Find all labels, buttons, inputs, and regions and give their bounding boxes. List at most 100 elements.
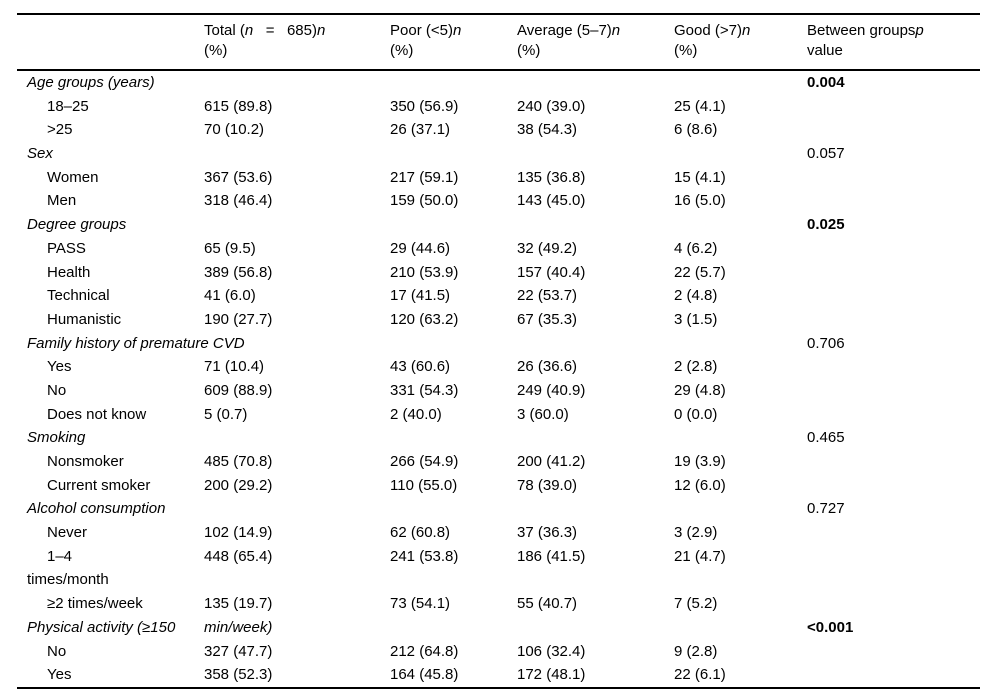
row-label: Age groups (years) <box>27 74 155 91</box>
cell-total <box>204 568 390 592</box>
row-label: Sex <box>27 145 53 163</box>
cell-poor: 350 (56.9) <box>390 97 459 115</box>
cell-total: min/week) <box>204 618 273 636</box>
header-average-line1: Average (5–7)n <box>517 22 621 39</box>
cell-average: 55 (40.7) <box>517 595 578 613</box>
table-row: 18–25 615 (89.8) 350 (56.9) 240 (39.0) 25 (4… <box>17 95 980 119</box>
cell-good: 16 (5.0) <box>674 192 726 210</box>
header-poor: Poor (<5)n (%) <box>390 14 517 71</box>
row-label: Does not know <box>47 405 147 423</box>
table-row: Nonsmoker 485 (70.8) 266 (54.9) 200 (41.2) 1… <box>17 450 980 474</box>
cell-average: 240 (39.0) <box>517 97 586 115</box>
cell-good: 3 (1.5) <box>674 310 718 328</box>
cell-average <box>517 213 674 237</box>
cell-total: 41 (6.0) <box>204 287 256 305</box>
cell-poor: 2 (40.0) <box>390 405 442 423</box>
cell-average: 67 (35.3) <box>517 310 578 328</box>
table-row: Smoking 0.465 <box>17 426 980 450</box>
table-row: ≥2 times/week 135 (19.7) 73 (54.1) 55 (40.7… <box>17 592 980 616</box>
cell-total <box>204 497 390 521</box>
header-p-value: Between groupsp value <box>807 14 980 71</box>
row-label: Current smoker <box>47 476 151 494</box>
row-label: Yes <box>47 666 72 684</box>
row-label: Men <box>47 192 77 210</box>
cell-total: 609 (88.9) <box>204 381 273 399</box>
cell-p-value <box>807 189 980 213</box>
cell-average: 143 (45.0) <box>517 192 586 210</box>
row-label: No <box>47 381 67 399</box>
cell-p-value <box>807 474 980 498</box>
cell-good <box>674 616 807 640</box>
cell-good: 2 (2.8) <box>674 358 718 376</box>
row-label: No <box>47 642 67 660</box>
cell-poor <box>390 616 517 640</box>
cell-total: 5 (0.7) <box>204 405 248 423</box>
row-label: Alcohol consumption <box>27 500 166 518</box>
cell-average: 172 (48.1) <box>517 666 586 684</box>
cell-p-value <box>807 118 980 142</box>
row-label: ≥2 times/week <box>47 595 143 613</box>
cell-good: 12 (6.0) <box>674 476 726 494</box>
table-row: 1–4 448 (65.4) 241 (53.8) 186 (41.5) 21 (4.7… <box>17 545 980 569</box>
cell-total: 102 (14.9) <box>204 524 273 542</box>
cell-good <box>674 497 807 521</box>
cell-average <box>517 497 674 521</box>
cell-average <box>517 142 674 166</box>
table-header: Total (n = 685)n (%) Poor (<5)n (%) Aver… <box>17 14 980 71</box>
cell-poor <box>390 568 517 592</box>
cell-total: 367 (53.6) <box>204 168 273 186</box>
row-label: PASS <box>47 239 86 257</box>
row-label: 18–25 <box>47 97 89 115</box>
cell-p-value: 0.025 <box>807 216 845 234</box>
cell-average <box>517 568 674 592</box>
row-label: Smoking <box>27 429 86 447</box>
cell-p-value <box>807 237 980 261</box>
cell-p-value <box>807 379 980 403</box>
cell-average: 32 (49.2) <box>517 239 578 257</box>
cell-poor: 212 (64.8) <box>390 642 459 660</box>
header-total-line2: (%) <box>204 42 228 59</box>
cell-p-value <box>807 568 980 592</box>
cell-poor: 331 (54.3) <box>390 381 459 399</box>
cell-p-value: 0.465 <box>807 429 845 447</box>
header-good-line1: Good (>7)n <box>674 22 751 39</box>
cell-total: 327 (47.7) <box>204 642 273 660</box>
table-row: Yes 71 (10.4) 43 (60.6) 26 (36.6) 2 (2.8) <box>17 355 980 379</box>
table-row: Degree groups 0.025 <box>17 213 980 237</box>
cell-average: 37 (36.3) <box>517 524 578 542</box>
cell-p-value <box>807 640 980 664</box>
cell-poor <box>390 332 517 356</box>
table-row: Physical activity (≥150 min/week) <0.001 <box>17 616 980 640</box>
cell-average: 186 (41.5) <box>517 547 586 565</box>
row-label: Degree groups <box>27 216 127 234</box>
cell-total: 318 (46.4) <box>204 192 273 210</box>
cell-good <box>674 213 807 237</box>
header-good: Good (>7)n (%) <box>674 14 807 71</box>
table-row: times/month <box>17 568 980 592</box>
table-row: PASS 65 (9.5) 29 (44.6) 32 (49.2) 4 (6.2) <box>17 237 980 261</box>
cell-total: 485 (70.8) <box>204 453 273 470</box>
cell-poor: 210 (53.9) <box>390 263 459 281</box>
cell-p-value <box>807 284 980 308</box>
header-good-line2: (%) <box>674 42 698 59</box>
cell-p-value: 0.706 <box>807 334 845 352</box>
row-label: Family history of premature CVD <box>27 334 245 352</box>
cell-average: 200 (41.2) <box>517 453 586 470</box>
cell-good <box>674 70 807 95</box>
cell-average: 249 (40.9) <box>517 381 586 399</box>
cell-total: 70 (10.2) <box>204 121 265 139</box>
cell-p-value <box>807 663 980 688</box>
header-total: Total (n = 685)n (%) <box>204 14 390 71</box>
table-row: Family history of premature CVD 0.706 <box>17 332 980 356</box>
cell-good: 6 (8.6) <box>674 121 718 139</box>
cell-poor: 29 (44.6) <box>390 239 451 257</box>
row-label: Humanistic <box>47 310 122 328</box>
cell-p-value <box>807 166 980 190</box>
cell-poor: 159 (50.0) <box>390 192 459 210</box>
cell-average: 78 (39.0) <box>517 476 578 494</box>
cell-total <box>204 426 390 450</box>
table-row: Technical 41 (6.0) 17 (41.5) 22 (53.7) 2 (4.… <box>17 284 980 308</box>
cell-good <box>674 142 807 166</box>
header-poor-line2: (%) <box>390 42 414 59</box>
cell-good <box>674 568 807 592</box>
